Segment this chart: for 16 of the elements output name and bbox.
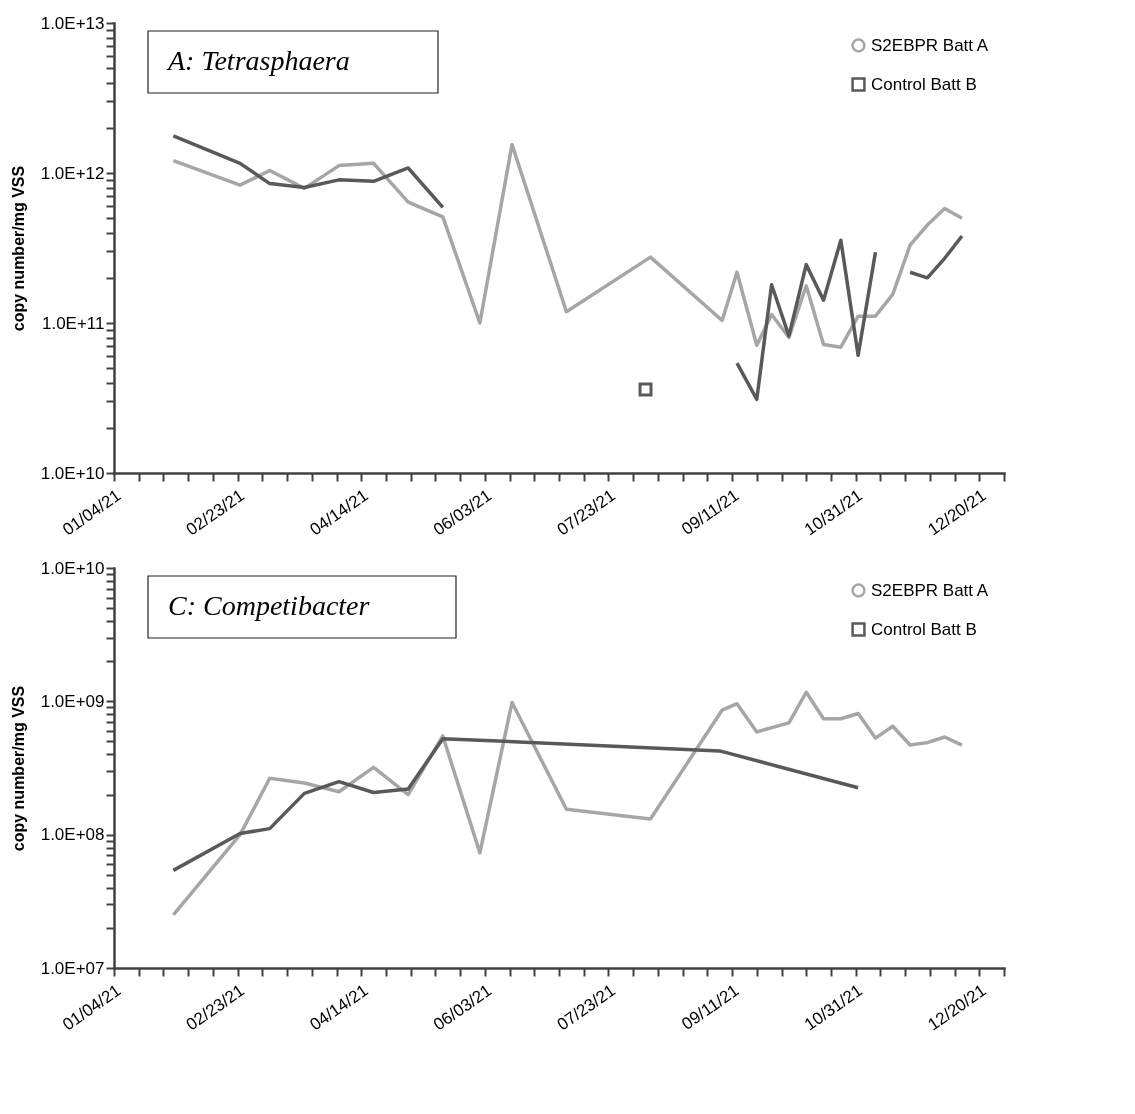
y-tick-label: 1.0E+11 xyxy=(41,313,105,333)
y-tick-label: 1.0E+12 xyxy=(40,163,105,183)
text: A: Tetrasphaera xyxy=(166,45,350,76)
y-tick-label: 1.0E+10 xyxy=(40,463,105,483)
y-axis-title: copy number/mg VSS xyxy=(9,165,27,332)
legend-label: Control Batt B xyxy=(871,619,977,639)
legend-label: Control Batt B xyxy=(871,74,977,94)
legend-label: S2EBPR Batt A xyxy=(871,580,989,600)
y-tick-label: 1.0E+07 xyxy=(40,958,105,978)
text: C: Competibacter xyxy=(168,590,370,621)
legend-label: S2EBPR Batt A xyxy=(871,35,989,55)
y-tick-label: 1.0E+10 xyxy=(40,558,105,578)
y-axis-title: copy number/mg VSS xyxy=(9,685,27,852)
y-tick-label: 1.0E+13 xyxy=(40,13,105,33)
y-tick-label: 1.0E+09 xyxy=(40,691,105,711)
y-tick-label: 1.0E+08 xyxy=(40,825,105,845)
